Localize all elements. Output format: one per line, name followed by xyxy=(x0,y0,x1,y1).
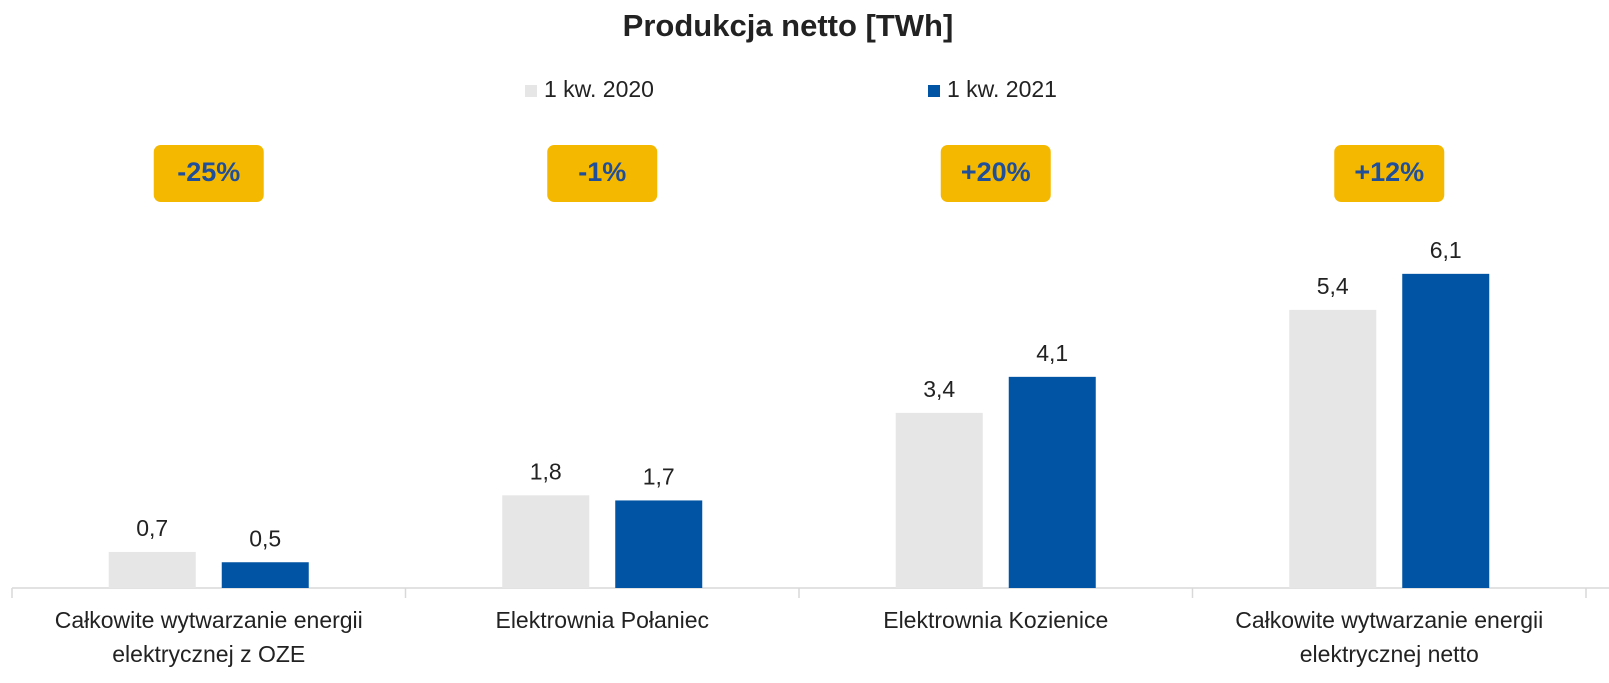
x-tick-label: Całkowite wytwarzanie energii elektryczne… xyxy=(55,607,363,667)
change-badge xyxy=(940,145,1051,202)
change-badge xyxy=(1334,145,1445,202)
bar xyxy=(502,495,590,588)
value-label: 1,8 xyxy=(530,458,562,484)
value-label: 4,1 xyxy=(1036,340,1068,366)
x-tick-label: Elektrownia Kozienice xyxy=(883,607,1108,633)
value-label: 5,4 xyxy=(1317,273,1349,299)
legend-label: 1 kw. 2021 xyxy=(947,76,1057,102)
change-badge xyxy=(153,145,264,202)
change-label: -25% xyxy=(177,157,240,187)
x-tick-label: Elektrownia Połaniec xyxy=(495,607,709,633)
value-label: 0,7 xyxy=(136,515,168,541)
chart-title: Produkcja netto [TWh] xyxy=(623,8,954,43)
bar xyxy=(1008,376,1096,588)
bar xyxy=(615,500,703,588)
x-tick-label: Całkowite wytwarzanie energii elektryczne… xyxy=(1235,607,1543,667)
value-label: 6,1 xyxy=(1430,237,1462,263)
legend-swatch xyxy=(525,85,537,97)
change-badge xyxy=(547,145,658,202)
legend-label: 1 kw. 2020 xyxy=(544,76,654,102)
value-label: 1,7 xyxy=(643,464,675,490)
value-label: 0,5 xyxy=(249,525,281,551)
bar xyxy=(108,551,196,588)
bar xyxy=(1402,273,1490,588)
change-label: +12% xyxy=(1354,157,1424,187)
legend-swatch xyxy=(928,85,940,97)
change-label: +20% xyxy=(961,157,1031,187)
bar xyxy=(1289,309,1377,588)
bar xyxy=(221,562,309,588)
change-label: -1% xyxy=(578,157,626,187)
bar xyxy=(895,412,983,588)
value-label: 3,4 xyxy=(923,376,955,402)
